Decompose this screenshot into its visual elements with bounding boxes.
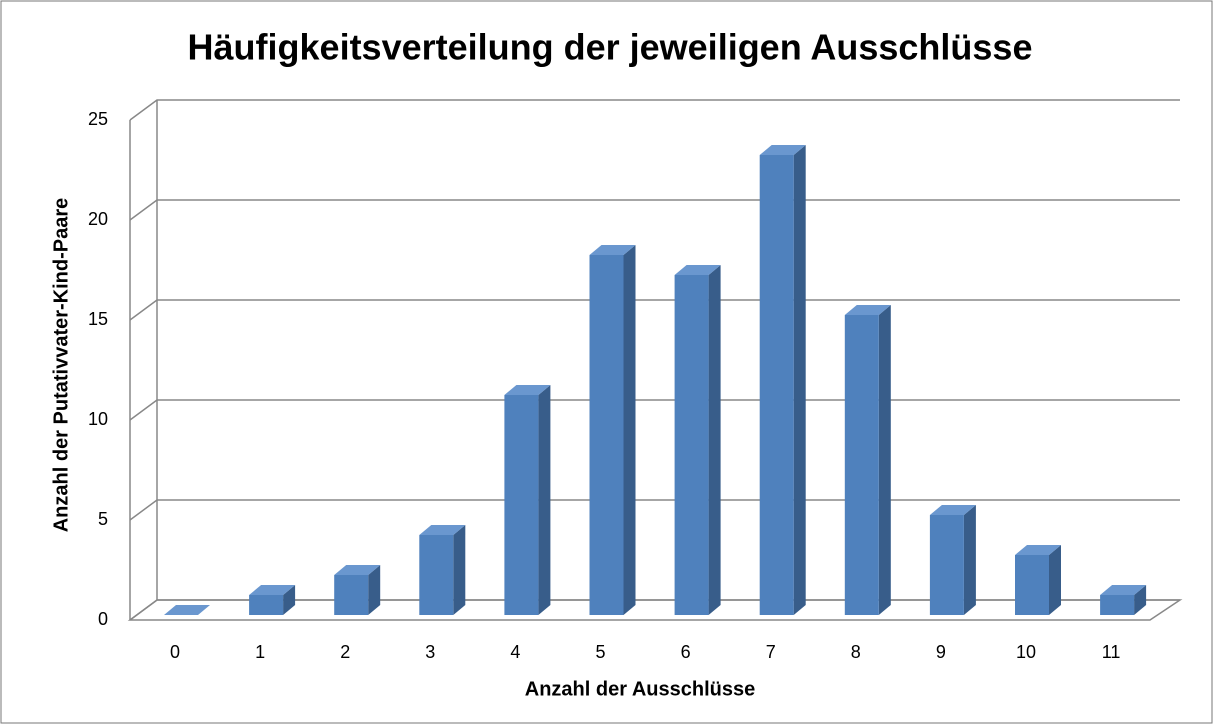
x-tick-label: 2	[340, 642, 350, 662]
grid-line	[129, 99, 1180, 121]
x-tick-label: 8	[851, 642, 861, 662]
bar-top	[759, 145, 806, 155]
bar-top	[674, 265, 721, 275]
bar	[249, 585, 296, 615]
y-tick-label: 20	[88, 209, 108, 229]
x-tick-label: 6	[681, 642, 691, 662]
bar-front	[589, 255, 624, 615]
x-tick-label: 0	[170, 642, 180, 662]
bar	[589, 245, 636, 615]
bar-side	[963, 505, 976, 615]
bar	[334, 565, 381, 615]
bar	[844, 305, 891, 615]
bar	[164, 605, 210, 615]
bar-top	[1100, 585, 1147, 595]
x-tick-label: 4	[510, 642, 520, 662]
bar-side	[623, 245, 636, 615]
chart-title: Häufigkeitsverteilung der jeweiligen Aus…	[188, 27, 1033, 68]
bar-front	[844, 315, 879, 615]
bar-front	[759, 155, 794, 615]
bar-top	[504, 385, 551, 395]
bar-side	[368, 565, 381, 615]
bar-top	[589, 245, 636, 255]
bar-side	[878, 305, 891, 615]
y-axis-label: Anzahl der Putativvater-Kind-Paare	[50, 198, 72, 533]
bar-front	[334, 575, 369, 615]
grid-line	[129, 499, 1180, 521]
bar-top	[164, 605, 210, 615]
x-tick-label: 10	[1016, 642, 1036, 662]
bar-top	[929, 505, 976, 515]
grid-line	[129, 199, 1180, 221]
y-tick-label: 10	[88, 409, 108, 429]
bar-top	[844, 305, 891, 315]
x-tick-label: 3	[425, 642, 435, 662]
bar	[504, 385, 551, 615]
bar-side	[793, 145, 806, 615]
grid-line	[129, 599, 1180, 621]
x-tick-label: 1	[255, 642, 265, 662]
y-tick-label: 5	[98, 509, 108, 529]
y-tick-label: 25	[88, 109, 108, 129]
grid-line	[129, 299, 1180, 321]
y-tick-label: 15	[88, 309, 108, 329]
bar-top	[1015, 545, 1061, 555]
bar-front	[929, 515, 964, 615]
bar-front	[504, 395, 539, 615]
bar-front	[674, 275, 709, 615]
bar-side	[708, 265, 721, 615]
x-axis-label: Anzahl der Ausschlüsse	[525, 678, 755, 700]
bar-top	[249, 585, 296, 595]
bar-front	[249, 595, 284, 615]
bar	[419, 525, 466, 615]
bar	[929, 505, 976, 615]
bar	[674, 265, 721, 615]
bar-side	[538, 385, 551, 615]
bar-side	[1049, 545, 1061, 615]
x-tick-label: 5	[595, 642, 605, 662]
bar-front	[1015, 555, 1049, 615]
x-tick-label: 7	[766, 642, 776, 662]
y-tick-label: 0	[98, 609, 108, 629]
x-tick-label: 9	[936, 642, 946, 662]
bar	[759, 145, 806, 615]
bar	[1015, 545, 1061, 615]
bar-top	[334, 565, 381, 575]
bar-front	[419, 535, 454, 615]
bar-side	[453, 525, 466, 615]
x-tick-label: 11	[1102, 642, 1121, 662]
bar-front	[1100, 595, 1135, 615]
bar	[1100, 585, 1147, 615]
grid-line	[129, 399, 1180, 421]
bar-top	[419, 525, 466, 535]
